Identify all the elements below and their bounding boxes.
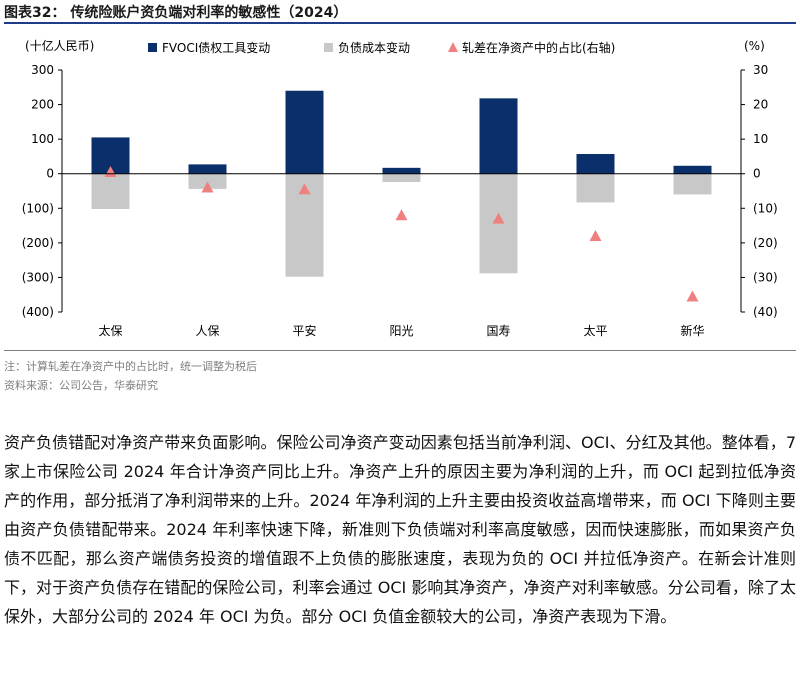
- marker-4: [492, 212, 505, 224]
- category-label: 国寿: [486, 324, 510, 338]
- bar-1-0: [91, 173, 130, 209]
- legend-marker-2: [448, 42, 458, 52]
- right-axis-unit: (%): [744, 39, 765, 53]
- marker-3: [395, 209, 408, 221]
- legend-label-0: FVOCI债权工具变动: [162, 40, 270, 55]
- bar-0-3: [382, 167, 421, 174]
- legend-swatch-1: [324, 43, 333, 52]
- right-tick-label: (30): [753, 270, 778, 284]
- left-tick-label: (300): [22, 270, 54, 284]
- bar-0-1: [188, 164, 227, 174]
- category-label: 平安: [292, 323, 316, 338]
- legend-swatch-0: [148, 43, 157, 52]
- bar-0-2: [285, 90, 324, 174]
- right-tick-label: 10: [753, 132, 768, 146]
- bar-0-5: [576, 154, 615, 174]
- right-tick-label: 30: [753, 63, 768, 77]
- left-axis-unit: (十亿人民币): [25, 38, 94, 53]
- left-tick-label: (400): [22, 305, 54, 319]
- bar-1-1: [188, 173, 227, 189]
- chart-source: 资料来源：公司公告，华泰研究: [4, 379, 158, 392]
- marker-2: [298, 183, 311, 195]
- category-label: 阳光: [389, 324, 413, 338]
- bar-1-6: [673, 173, 712, 195]
- category-label: 太平: [583, 323, 607, 338]
- right-tick-label: 0: [753, 167, 761, 181]
- bar-1-3: [382, 173, 421, 183]
- marker-6: [686, 290, 699, 302]
- legend-label-1: 负债成本变动: [338, 40, 410, 55]
- left-tick-label: 300: [31, 63, 54, 77]
- bar-0-4: [479, 98, 518, 174]
- right-tick-label: (40): [753, 305, 778, 319]
- left-tick-label: 100: [31, 132, 54, 146]
- left-tick-label: (200): [22, 236, 54, 250]
- bar-1-5: [576, 173, 615, 203]
- marker-0: [104, 165, 117, 177]
- legend-label-2: 轧差在净资产中的占比(右轴): [462, 40, 615, 55]
- category-label: 新华: [680, 323, 704, 338]
- left-tick-label: 200: [31, 98, 54, 112]
- category-label: 太保: [98, 323, 122, 338]
- right-tick-label: (20): [753, 236, 778, 250]
- chart-bottom-rule: [4, 350, 796, 351]
- right-tick-label: 20: [753, 98, 768, 112]
- figure-title: 图表32： 传统险账户资负端对利率的敏感性（2024）: [4, 5, 348, 21]
- right-tick-label: (10): [753, 201, 778, 215]
- bar-0-6: [673, 165, 712, 174]
- category-label: 人保: [195, 324, 219, 338]
- left-tick-label: 0: [46, 167, 54, 181]
- title-rule: [4, 22, 796, 24]
- body-paragraph: 资产负债错配对净资产带来负面影响。保险公司净资产变动因素包括当前净利润、OCI、…: [4, 433, 796, 626]
- chart-note: 注：计算轧差在净资产中的占比时，统一调整为税后: [4, 360, 257, 373]
- marker-1: [201, 181, 214, 193]
- left-tick-label: (100): [22, 201, 54, 215]
- marker-5: [589, 229, 602, 241]
